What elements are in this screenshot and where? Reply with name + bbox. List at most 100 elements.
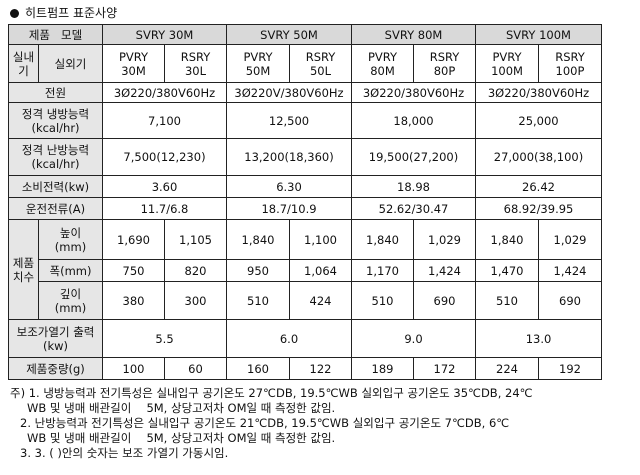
page-title: 히트펌프 표준사양 (10, 6, 117, 20)
weight-label: 제품중량(g) (8, 357, 103, 380)
dimensions-label: 제품 치수 (8, 219, 39, 320)
cooling-value: 25,000 (475, 102, 602, 139)
note-3: 3. 3. ( )안의 숫자는 보조 가열기 가동시임. (20, 446, 229, 460)
depth-value: 300 (164, 281, 227, 320)
power-value: 3Ø220/380V60Hz (351, 82, 476, 103)
weight-value: 122 (289, 357, 352, 380)
aux-heater-label: 보조가열기 출력(kw) (8, 319, 103, 358)
aux-heater-value: 9.0 (351, 319, 476, 358)
height-value: 1,029 (538, 219, 602, 260)
height-value: 1,840 (351, 219, 414, 260)
header-row: 제품 모델 SVRY 30M SVRY 50M SVRY 80M SVRY 10… (8, 24, 602, 45)
width-value: 1,064 (289, 259, 352, 282)
weight-value: 100 (102, 357, 165, 380)
unit-model-cell: RSRY 30L (164, 44, 227, 83)
aux-heater-row: 보조가열기 출력(kw) 5.5 6.0 9.0 13.0 (8, 319, 602, 358)
title-text: 히트펌프 표준사양 (25, 6, 118, 20)
unit-model-cell: PVRY 80M (351, 44, 414, 83)
aux-heater-value: 6.0 (226, 319, 352, 358)
unit-model-cell: PVRY 50M (226, 44, 290, 83)
consumption-row: 소비전력(kw) 3.60 6.30 18.98 26.42 (8, 175, 602, 198)
dim-height-row: 제품 치수 높이 (mm) 1,690 1,105 1,840 1,100 1,… (8, 219, 602, 320)
weight-value: 192 (538, 357, 602, 380)
heating-value: 19,500(27,200) (351, 138, 476, 176)
heating-row: 정격 난방능력 (kcal/hr) 7,500(12,230) 13,200(1… (8, 138, 602, 176)
indoor-label: 실내기 (8, 44, 39, 83)
aux-heater-value: 5.5 (102, 319, 227, 358)
cooling-value: 7,100 (102, 102, 227, 139)
outdoor-label: 실외기 (38, 44, 103, 83)
weight-value: 60 (164, 357, 227, 380)
height-value: 1,840 (475, 219, 539, 260)
aux-heater-value: 13.0 (475, 319, 602, 358)
current-value: 11.7/6.8 (102, 197, 227, 220)
weight-value: 160 (226, 357, 290, 380)
power-row: 전원 3Ø220/380V60Hz 3Ø220V/380V60Hz 3Ø220/… (8, 82, 602, 103)
consumption-value: 26.42 (475, 175, 602, 198)
note-1-line-2: WB 및 냉매 배관길이 5M, 상당고저차 OM일 때 측정한 값임. (27, 401, 336, 415)
dim-width-row: 폭(mm) 750 820 950 1,064 1,170 1,424 1,47… (9, 259, 602, 282)
cooling-row: 정격 냉방능력 (kcal/hr) 7,100 12,500 18,000 25… (8, 102, 602, 139)
dim-depth-row: 깊이 (mm) 380 300 510 424 510 690 510 690 (9, 281, 602, 320)
footnotes: 주) 1. 냉방능력과 전기특성은 실내입구 공기온도 27℃DB, 19.5℃… (10, 386, 626, 461)
bullet-icon (10, 9, 19, 18)
depth-value: 690 (538, 281, 602, 320)
width-value: 1,170 (351, 259, 414, 282)
width-value: 1,470 (475, 259, 539, 282)
unit-row: 실내기 실외기 PVRY 30M RSRY 30L PVRY 50M RSRY … (8, 44, 602, 83)
depth-label: 깊이 (mm) (38, 281, 103, 320)
height-value: 1,029 (413, 219, 476, 260)
height-value: 1,105 (164, 219, 227, 260)
width-value: 750 (102, 259, 165, 282)
width-value: 950 (226, 259, 290, 282)
current-value: 18.7/10.9 (226, 197, 352, 220)
header-label-cell: 제품 모델 (8, 24, 103, 45)
consumption-label: 소비전력(kw) (8, 175, 103, 198)
width-value: 1,424 (538, 259, 602, 282)
weight-row: 제품중량(g) 100 60 160 122 189 172 224 192 (8, 357, 602, 380)
model-header-cell: SVRY 80M (351, 24, 476, 45)
width-label: 폭(mm) (38, 259, 103, 282)
current-value: 68.92/39.95 (475, 197, 602, 220)
model-header-cell: SVRY 30M (102, 24, 227, 45)
depth-value: 510 (226, 281, 290, 320)
note-1-line-1: 주) 1. 냉방능력과 전기특성은 실내입구 공기온도 27℃DB, 19.5℃… (10, 386, 533, 400)
power-value: 3Ø220/380V60Hz (102, 82, 227, 103)
cooling-label: 정격 냉방능력 (kcal/hr) (8, 102, 103, 139)
height-label: 높이 (mm) (38, 219, 103, 260)
current-value: 52.62/30.47 (351, 197, 476, 220)
heating-label: 정격 난방능력 (kcal/hr) (8, 138, 103, 176)
consumption-value: 6.30 (226, 175, 352, 198)
depth-value: 380 (102, 281, 165, 320)
note-2-line-2: WB 및 냉매 배관길이 5M, 상당고저차 OM일 때 측정한 값임. (27, 431, 336, 445)
depth-value: 510 (475, 281, 539, 320)
height-value: 1,840 (226, 219, 290, 260)
depth-value: 510 (351, 281, 414, 320)
height-value: 1,100 (289, 219, 352, 260)
height-value: 1,690 (102, 219, 165, 260)
width-value: 820 (164, 259, 227, 282)
product-header: 제품 (28, 27, 51, 42)
weight-value: 172 (413, 357, 476, 380)
cooling-value: 12,500 (226, 102, 352, 139)
power-value: 3Ø220/380V60Hz (475, 82, 602, 103)
unit-model-cell: RSRY 80P (413, 44, 476, 83)
unit-model-cell: RSRY 50L (289, 44, 352, 83)
unit-model-cell: RSRY 100P (538, 44, 602, 83)
consumption-value: 18.98 (351, 175, 476, 198)
cooling-value: 18,000 (351, 102, 476, 139)
depth-value: 424 (289, 281, 352, 320)
model-header-cell: SVRY 100M (475, 24, 602, 45)
heating-value: 7,500(12,230) (102, 138, 227, 176)
power-value: 3Ø220V/380V60Hz (226, 82, 352, 103)
depth-value: 690 (413, 281, 476, 320)
heating-value: 27,000(38,100) (475, 138, 602, 176)
current-label: 운전전류(A) (8, 197, 103, 220)
current-row: 운전전류(A) 11.7/6.8 18.7/10.9 52.62/30.47 6… (8, 197, 602, 220)
power-label: 전원 (8, 82, 103, 103)
model-header-cell: SVRY 50M (226, 24, 352, 45)
consumption-value: 3.60 (102, 175, 227, 198)
spec-table: 제품 모델 SVRY 30M SVRY 50M SVRY 80M SVRY 10… (8, 24, 602, 380)
width-value: 1,424 (413, 259, 476, 282)
model-header: 모델 (60, 27, 83, 42)
